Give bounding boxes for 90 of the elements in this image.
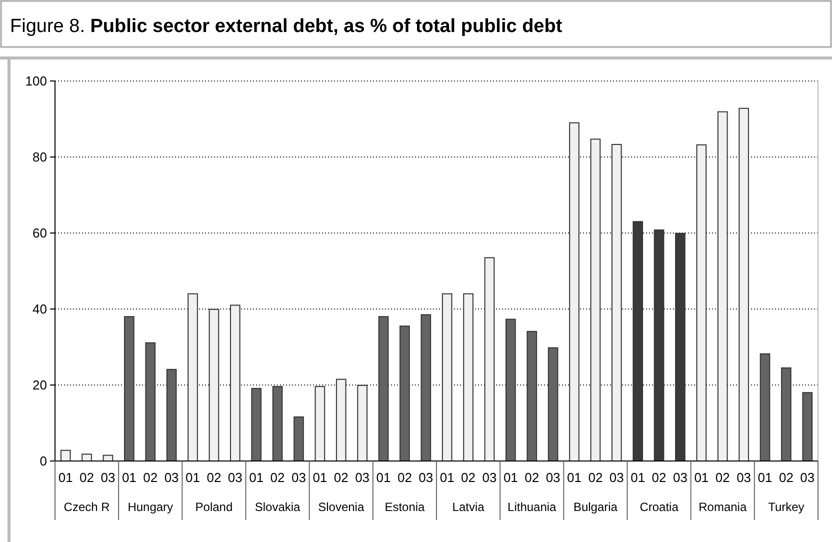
x-tick-label: 02 bbox=[397, 470, 412, 485]
x-tick-label: 02 bbox=[524, 470, 540, 485]
bar bbox=[526, 330, 538, 462]
x-tick-label: 02 bbox=[715, 470, 730, 485]
bar bbox=[336, 378, 346, 462]
y-tick-label: 80 bbox=[32, 150, 47, 165]
bar bbox=[188, 293, 198, 462]
bar bbox=[314, 386, 326, 462]
bar bbox=[60, 450, 71, 462]
x-tick-label: 01 bbox=[58, 470, 73, 485]
text: Czech R bbox=[64, 500, 110, 514]
text: Estonia bbox=[384, 500, 426, 514]
y-tick-label: 20 bbox=[32, 378, 47, 393]
bar bbox=[208, 308, 220, 462]
text: Hungary bbox=[128, 500, 174, 514]
x-tick-label: 01 bbox=[503, 470, 518, 485]
x-tick-label: 02 bbox=[270, 470, 285, 485]
bar bbox=[442, 293, 452, 462]
bar bbox=[82, 454, 92, 462]
bar bbox=[738, 108, 749, 462]
text: Poland bbox=[195, 500, 233, 514]
chart-title: Figure 8. Public sector external debt, as % of total public debt bbox=[10, 16, 563, 37]
bar bbox=[294, 416, 304, 462]
x-tick-label: 02 bbox=[334, 470, 348, 485]
x-tick-label: 03 bbox=[482, 470, 497, 485]
x-tick-label: 03 bbox=[736, 470, 752, 485]
bar bbox=[230, 304, 240, 462]
text: Slovakia bbox=[254, 500, 301, 514]
bar bbox=[145, 342, 156, 462]
bar bbox=[251, 388, 262, 462]
x-tick-label: 03 bbox=[609, 470, 624, 485]
text: Bulgaria bbox=[573, 500, 618, 514]
x-tick-label: 01 bbox=[249, 470, 264, 485]
bar bbox=[378, 316, 389, 462]
x-tick-label: 01 bbox=[186, 470, 200, 485]
bar bbox=[717, 111, 728, 462]
bar bbox=[166, 368, 177, 462]
bar bbox=[696, 144, 707, 462]
x-tick-label: 02 bbox=[143, 470, 158, 485]
bar bbox=[675, 232, 686, 462]
x-tick-label: 02 bbox=[206, 470, 222, 485]
bar bbox=[400, 326, 410, 462]
x-tick-label: 01 bbox=[567, 470, 582, 485]
x-tick-label: 03 bbox=[292, 470, 306, 485]
bar bbox=[569, 122, 580, 462]
x-tick-label: 02 bbox=[461, 470, 476, 485]
x-tick-label: 03 bbox=[100, 470, 116, 485]
bar bbox=[124, 316, 134, 462]
x-tick-label: 03 bbox=[800, 470, 815, 485]
x-tick-label: 01 bbox=[630, 470, 646, 485]
text: Romania bbox=[698, 500, 747, 514]
bar bbox=[760, 353, 770, 462]
y-tick-label: 40 bbox=[32, 302, 47, 317]
bar bbox=[632, 221, 644, 462]
x-tick-label: 02 bbox=[588, 470, 603, 485]
text: Lithuania bbox=[508, 500, 557, 514]
x-tick-label: 03 bbox=[164, 470, 179, 485]
x-tick-label: 01 bbox=[376, 470, 391, 485]
bar bbox=[611, 144, 622, 462]
y-tick-label: 0 bbox=[40, 454, 47, 469]
bar bbox=[420, 314, 432, 462]
y-tick-label: 60 bbox=[32, 226, 47, 241]
x-tick-label: 01 bbox=[122, 470, 136, 485]
bar bbox=[548, 347, 558, 462]
x-tick-label: 01 bbox=[440, 470, 454, 485]
text: Latvia bbox=[452, 500, 485, 514]
text: Croatia bbox=[640, 500, 679, 514]
x-tick-label: 02 bbox=[778, 470, 794, 485]
bar bbox=[590, 138, 601, 462]
text: Slovenia bbox=[318, 500, 364, 514]
bar bbox=[463, 293, 474, 462]
bar bbox=[357, 384, 368, 462]
x-tick-label: 01 bbox=[694, 470, 709, 485]
bar bbox=[506, 318, 516, 462]
x-tick-label: 03 bbox=[355, 470, 370, 485]
x-tick-label: 03 bbox=[418, 470, 434, 485]
x-tick-label: 02 bbox=[80, 470, 94, 485]
bar bbox=[802, 392, 813, 462]
bar bbox=[654, 229, 664, 462]
bar bbox=[484, 257, 495, 462]
x-tick-label: 03 bbox=[546, 470, 560, 485]
text: Turkey bbox=[768, 500, 804, 514]
bar bbox=[781, 367, 792, 462]
bar bbox=[272, 386, 283, 462]
x-tick-label: 01 bbox=[758, 470, 772, 485]
y-tick-label: 100 bbox=[25, 74, 47, 89]
x-tick-label: 02 bbox=[652, 470, 666, 485]
x-tick-label: 03 bbox=[673, 470, 688, 485]
x-tick-label: 03 bbox=[228, 470, 242, 485]
x-tick-label: 01 bbox=[312, 470, 328, 485]
